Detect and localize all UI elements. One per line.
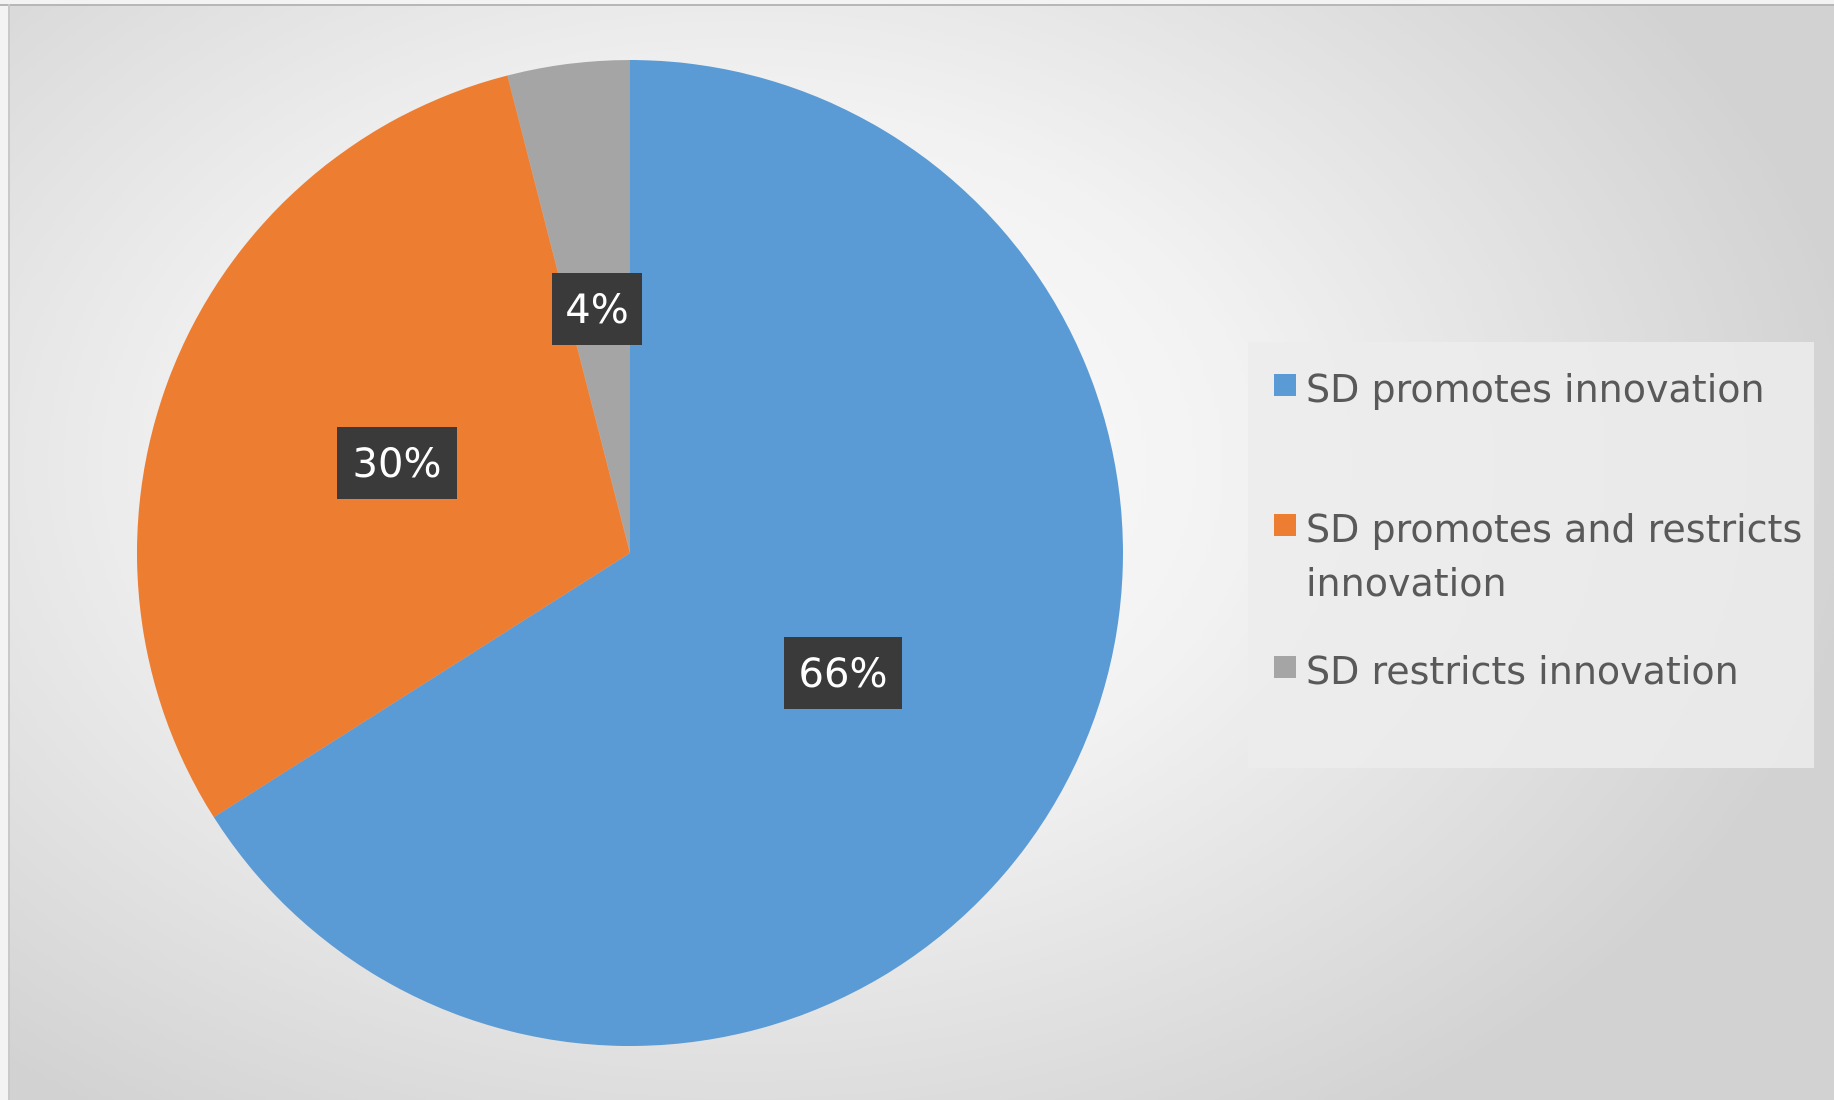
pie-slices xyxy=(136,60,1124,1046)
legend-item-restricts: SD restricts innovation xyxy=(1274,644,1806,698)
data-label-box-promotes xyxy=(784,637,902,709)
legend-item-promotes: SD promotes innovation xyxy=(1274,362,1806,416)
pie-data-labels: 66% 30% 4% xyxy=(337,273,902,709)
legend: SD promotes innovation SD promotes and r… xyxy=(1248,342,1814,768)
data-label-promotes-restricts: 30% xyxy=(353,441,442,487)
legend-swatch-restricts xyxy=(1274,656,1296,678)
legend-item-promotes-restricts: SD promotes and restricts innovation xyxy=(1274,502,1806,610)
top-divider xyxy=(0,4,1834,6)
data-label-box-promotes-restricts xyxy=(337,427,457,499)
legend-label-restricts: SD restricts innovation xyxy=(1306,649,1739,693)
legend-label-promotes: SD promotes innovation xyxy=(1306,367,1765,411)
data-label-restricts: 4% xyxy=(565,287,628,333)
pie-slice-promotes xyxy=(213,60,1124,1046)
legend-swatch-promotes-restricts xyxy=(1274,514,1296,536)
left-divider xyxy=(8,4,10,1100)
data-label-box-restricts xyxy=(552,273,642,345)
legend-swatch-promotes xyxy=(1274,374,1296,396)
data-label-promotes: 66% xyxy=(799,651,888,697)
legend-label-promotes-restricts: SD promotes and restricts innovation xyxy=(1306,507,1803,605)
